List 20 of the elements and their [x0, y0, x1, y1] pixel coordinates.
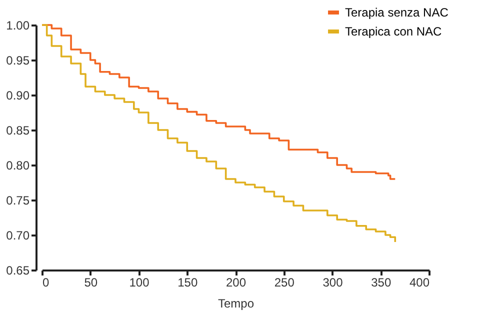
legend-label: Terapia senza NAC [345, 6, 449, 20]
y-tick-label: 1.00 [6, 18, 30, 32]
x-tick-label: 150 [178, 276, 198, 290]
y-tick-label: 0.95 [6, 54, 30, 68]
y-tick-label: 0.80 [6, 158, 30, 172]
legend-label: Terapica con NAC [345, 24, 442, 38]
x-tick-label: 50 [84, 276, 98, 290]
y-tick-label: 0.90 [6, 88, 30, 102]
y-tick-label: 0.70 [6, 228, 30, 242]
y-tick-label: 0.75 [6, 194, 30, 208]
x-tick-label: 400 [409, 276, 430, 290]
x-tick-label: 300 [322, 276, 344, 290]
x-tick-label: 250 [274, 276, 295, 290]
x-axis-title: Tempo [218, 296, 254, 310]
x-tick-label: 0 [42, 276, 50, 290]
x-tick-label: 100 [129, 276, 150, 290]
x-tick-label: 200 [226, 276, 246, 290]
x-tick-label: 350 [371, 276, 392, 290]
y-tick-label: 0.85 [6, 124, 30, 138]
y-tick-label: 0.65 [6, 264, 30, 278]
